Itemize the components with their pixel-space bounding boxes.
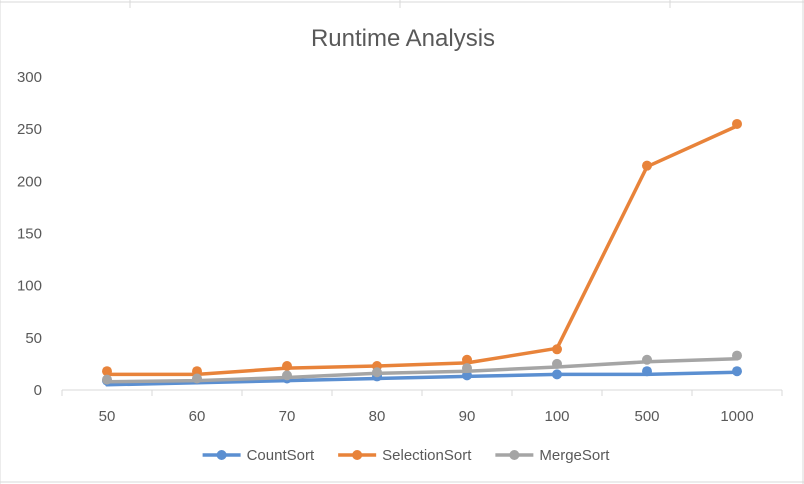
data-point-selectionsort — [282, 361, 292, 372]
legend-item-mergesort: MergeSort — [495, 447, 610, 464]
x-tick-label: 70 — [279, 408, 296, 425]
data-point-selectionsort — [642, 160, 652, 171]
y-tick-label: 300 — [17, 69, 42, 86]
data-point-mergesort — [192, 373, 202, 384]
legend-item-selectionsort: SelectionSort — [338, 447, 472, 464]
data-point-mergesort — [282, 370, 292, 381]
chart-title: Runtime Analysis — [311, 25, 495, 52]
x-tick-label: 1000 — [720, 408, 753, 425]
axes: 50 60 70 80 90 100 500 1000 0 50 100 150 200 250 300 — [17, 69, 783, 425]
data-point-selectionsort — [462, 354, 472, 365]
series-line-countsort — [105, 370, 739, 387]
y-tick-label: 0 — [34, 382, 42, 399]
y-tick-label: 150 — [17, 226, 42, 243]
legend-item-countsort: CountSort — [202, 447, 315, 464]
legend-label: MergeSort — [539, 447, 610, 464]
data-point-mergesort — [642, 354, 652, 365]
x-tick-label: 50 — [99, 408, 116, 425]
series-layer — [102, 118, 742, 387]
data-point-mergesort — [372, 367, 382, 378]
data-point-selectionsort — [552, 344, 562, 355]
y-tick-label: 250 — [17, 121, 42, 138]
x-tick-label: 100 — [544, 408, 569, 425]
x-tick-label: 500 — [634, 408, 659, 425]
series-mergesort — [102, 350, 742, 385]
x-tick-label: 80 — [369, 408, 386, 425]
legend: CountSort SelectionSort MergeSort — [202, 447, 610, 464]
legend-swatch-marker — [216, 450, 227, 460]
x-tick-label: 60 — [189, 408, 206, 425]
y-tick-label: 50 — [25, 330, 42, 347]
data-point-mergesort — [462, 363, 472, 374]
data-point-countsort — [732, 366, 742, 377]
data-point-selectionsort — [102, 366, 112, 377]
data-point-selectionsort — [732, 118, 742, 129]
data-point-countsort — [642, 366, 652, 377]
legend-label: CountSort — [247, 447, 315, 464]
y-tick-label: 200 — [17, 173, 42, 190]
y-tick-label: 100 — [17, 278, 42, 295]
data-point-selectionsort — [192, 366, 202, 377]
data-point-countsort — [552, 369, 562, 380]
legend-swatch-marker — [352, 450, 363, 460]
data-point-mergesort — [732, 350, 742, 361]
data-point-mergesort — [552, 358, 562, 369]
series-line-selectionsort — [105, 124, 739, 377]
data-point-mergesort — [102, 374, 112, 385]
legend-label: SelectionSort — [382, 447, 472, 464]
series-line-mergesort — [105, 356, 739, 384]
x-tick-label: 90 — [459, 408, 476, 425]
legend-swatch-marker — [509, 450, 520, 460]
